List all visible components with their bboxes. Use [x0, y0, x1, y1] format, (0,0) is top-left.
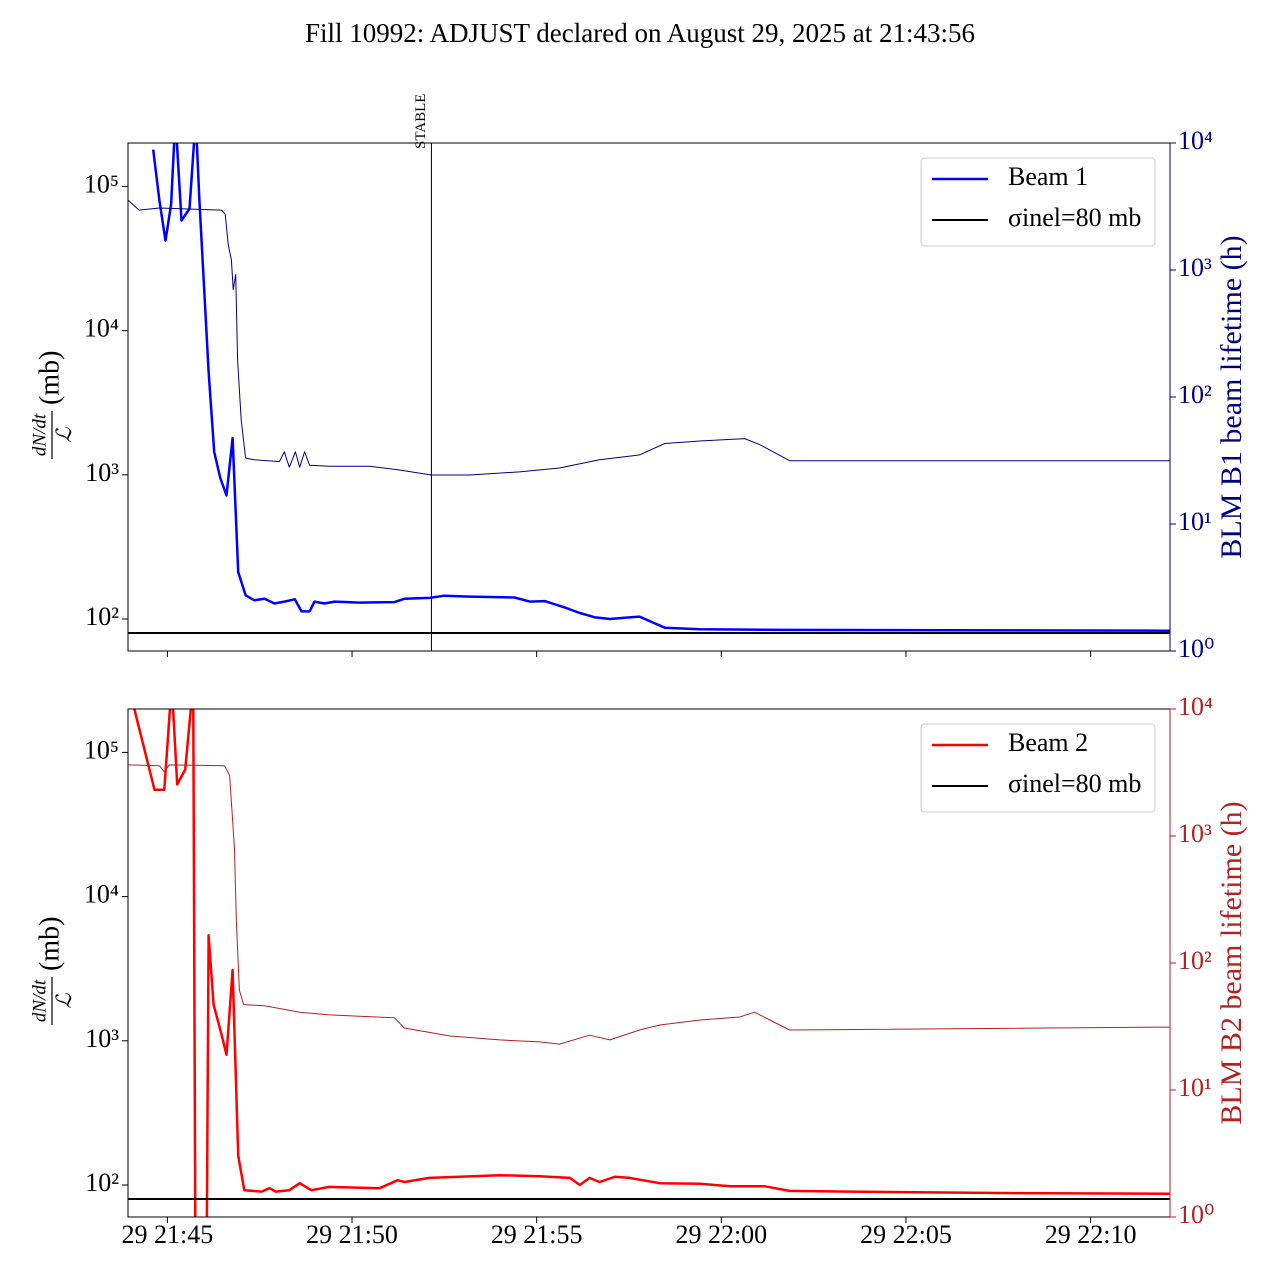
y2-tick-label: 10³	[1178, 253, 1212, 282]
plot-area	[128, 143, 1170, 634]
y2-tick-label: 10¹	[1178, 507, 1212, 536]
y-label-unit: (mb)	[34, 351, 65, 405]
y-tick-label: 10³	[85, 1024, 119, 1053]
x-tick-label: 29 22:00	[675, 1220, 767, 1249]
series-line	[151, 143, 1170, 632]
legend-label: Beam 1	[1008, 162, 1088, 191]
legend-label: σinel=80 mb	[1008, 769, 1141, 798]
y2-label: BLM B2 beam lifetime (h)	[1215, 801, 1248, 1124]
y-label-unit: (mb)	[34, 917, 65, 971]
y2-tick-label: 10¹	[1178, 1073, 1212, 1102]
y-label-denominator: ℒ	[52, 993, 76, 1009]
y-tick-label: 10²	[85, 602, 119, 631]
series-line	[133, 709, 1170, 1217]
series-line	[128, 764, 1170, 1045]
y2-label: BLM B1 beam lifetime (h)	[1215, 235, 1248, 558]
series-line	[128, 199, 1170, 476]
annotation-text: STABLE	[413, 94, 429, 149]
plot-area	[128, 709, 1170, 1217]
y-label-numerator: dN/dt	[29, 979, 50, 1022]
y2-tick-label: 10²	[1178, 380, 1212, 409]
y-tick-label: 10²	[85, 1168, 119, 1197]
x-tick-label: 29 21:55	[491, 1220, 583, 1249]
x-tick-label: 29 21:50	[306, 1220, 398, 1249]
legend-label: σinel=80 mb	[1008, 203, 1141, 232]
legend-label: Beam 2	[1008, 728, 1088, 757]
y2-tick-label: 10⁰	[1178, 634, 1214, 663]
x-tick-label: 29 21:45	[122, 1220, 214, 1249]
y-label-numerator: dN/dt	[29, 413, 50, 456]
y2-tick-label: 10⁴	[1178, 692, 1213, 721]
y-tick-label: 10⁵	[84, 735, 119, 764]
x-tick-label: 29 22:10	[1045, 1220, 1137, 1249]
y-label: dN/dt ℒ (mb)	[29, 917, 76, 1025]
x-tick-label: 29 22:05	[860, 1220, 952, 1249]
y-label-denominator: ℒ	[52, 427, 76, 443]
y2-tick-label: 10²	[1178, 946, 1212, 975]
y2-tick-label: 10⁰	[1178, 1200, 1214, 1229]
y-tick-label: 10⁴	[84, 880, 119, 909]
figure-title: Fill 10992: ADJUST declared on August 29…	[305, 18, 975, 48]
y2-tick-label: 10³	[1178, 819, 1212, 848]
y2-tick-label: 10⁴	[1178, 126, 1213, 155]
y-tick-label: 10⁵	[84, 169, 119, 198]
y-label: dN/dt ℒ (mb)	[29, 351, 76, 459]
y-tick-label: 10³	[85, 458, 119, 487]
y-tick-label: 10⁴	[84, 314, 119, 343]
